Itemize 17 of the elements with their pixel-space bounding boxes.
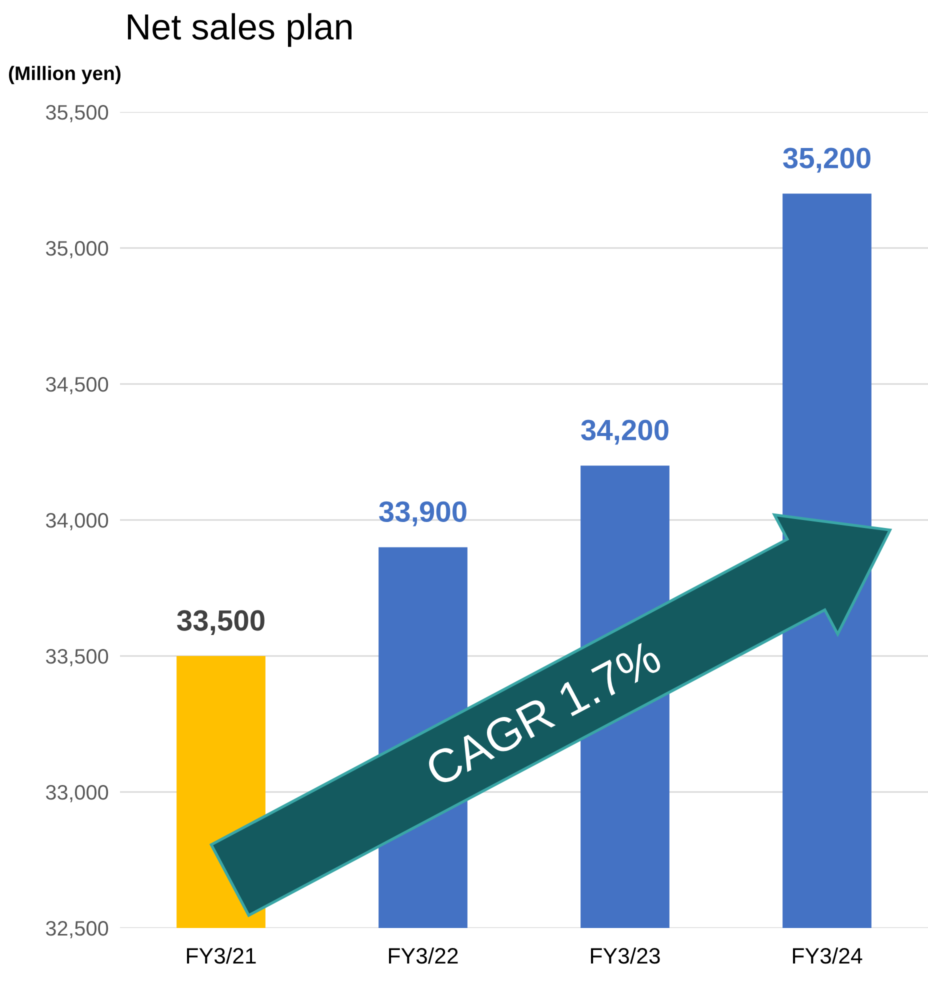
y-tick-label: 33,500 [46,649,108,666]
x-tick-label: FY3/24 [793,947,862,964]
data-label: 35,200 [783,148,870,173]
x-tick-label: FY3/21 [187,947,256,964]
data-label: 34,200 [581,420,668,445]
y-tick-label: 33,000 [46,785,108,802]
y-tick-label: 35,000 [46,241,108,258]
y-tick-label: 34,000 [46,513,108,530]
x-tick-label: FY3/22 [389,947,458,964]
data-label: 33,500 [177,610,264,636]
y-axis-title: (Million yen) [8,66,120,84]
y-tick-label: 34,500 [46,377,108,394]
y-tick-label: 35,500 [46,105,108,122]
data-label: 33,900 [379,501,466,526]
chart-title: Net sales plan [128,13,352,47]
y-tick-label: 32,500 [46,921,108,938]
x-tick-label: FY3/23 [591,947,660,964]
